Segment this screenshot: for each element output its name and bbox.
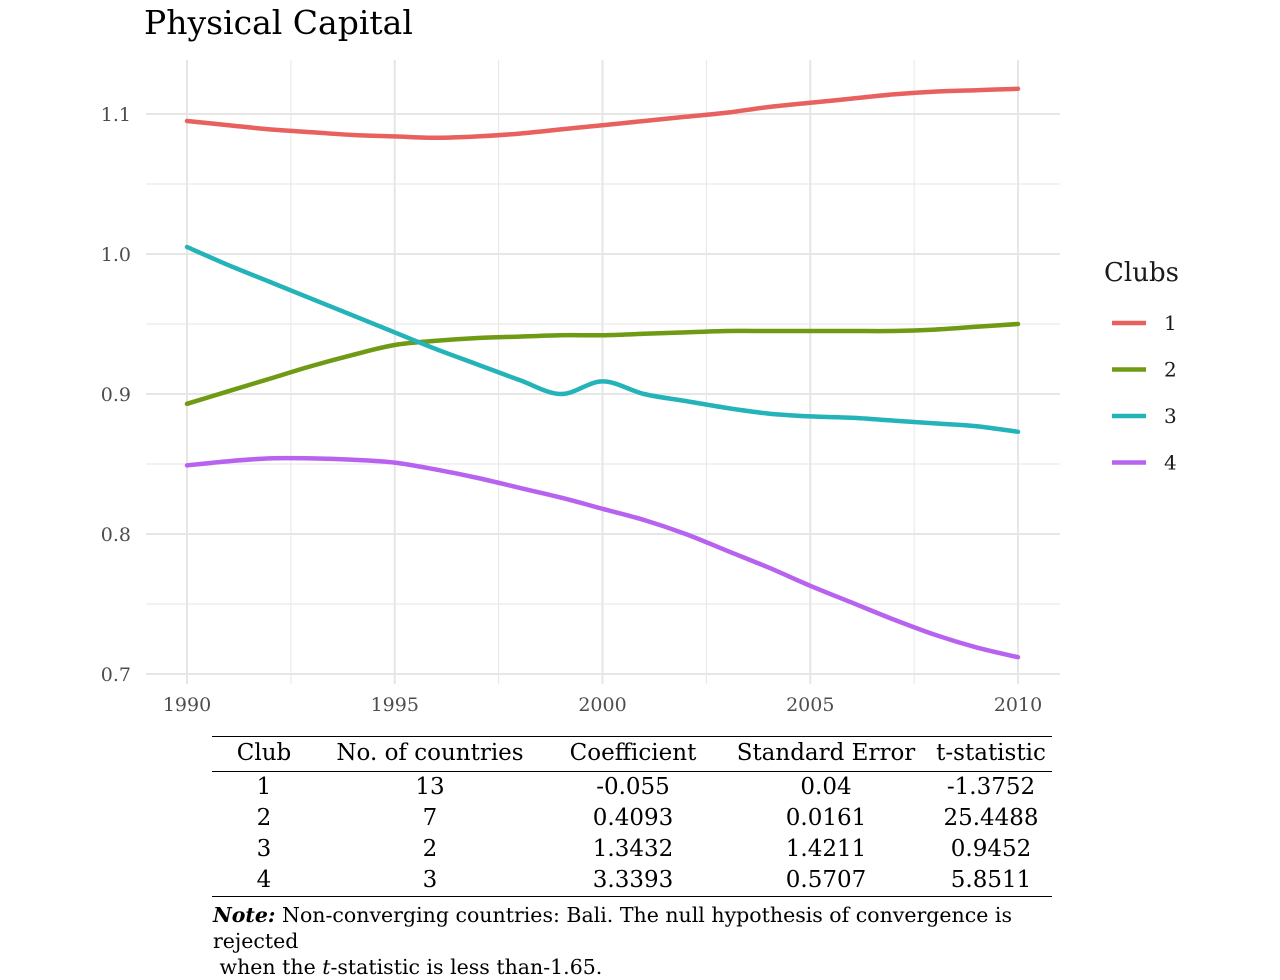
cell-coefficient: 0.4093	[592, 805, 674, 831]
table-row: 2 7 0.4093 0.0161 25.4488	[212, 803, 1052, 834]
col-header-coefficient: Coefficient	[544, 736, 722, 772]
legend-title: Clubs	[1104, 258, 1179, 288]
y-tick-label: 0.7	[101, 664, 131, 686]
y-tick-label: 0.9	[101, 384, 131, 406]
cell-countries: 13	[415, 774, 445, 800]
series-line-club-4	[184, 455, 1021, 660]
series-line-club-2	[184, 321, 1021, 407]
series-line-club-3	[184, 244, 1021, 435]
legend-label-club-1: 1	[1164, 311, 1177, 335]
cell-coefficient: -0.055	[596, 774, 670, 800]
cell-t-statistic: 5.8511	[930, 865, 1052, 897]
cell-t-statistic: 0.9452	[950, 836, 1032, 862]
major-grid	[146, 60, 1060, 684]
legend: Clubs 1 2 3 4	[1104, 258, 1179, 475]
legend-label-club-2: 2	[1164, 358, 1177, 382]
series-line-club-1	[184, 86, 1021, 141]
x-tick-label: 2005	[786, 694, 834, 716]
line-chart: Physical Capital 0.70.80.91.01.1 1990 199…	[101, 3, 1179, 716]
cell-coefficient: 3.3393	[544, 865, 722, 897]
cell-std-error: 0.5707	[722, 865, 930, 897]
cell-t-statistic: -1.3752	[946, 774, 1036, 800]
table-row: 1 13 -0.055 0.04 -1.3752	[212, 772, 1052, 804]
cell-club: 2	[256, 805, 272, 831]
note-label: Note:	[213, 903, 276, 927]
cell-club: 3	[256, 836, 272, 862]
y-tick-label: 0.8	[101, 524, 131, 546]
cell-coefficient: 1.3432	[592, 836, 674, 862]
cell-countries: 7	[422, 805, 438, 831]
cell-countries: 2	[422, 836, 438, 862]
table-row: 4 3 3.3393 0.5707 5.8511	[212, 865, 1052, 897]
col-header-club: Club	[212, 736, 316, 772]
series-lines	[184, 86, 1021, 660]
cell-countries: 3	[316, 865, 544, 897]
y-tick-label: 1.1	[101, 104, 131, 126]
x-tick-label: 2000	[578, 694, 626, 716]
legend-label-club-4: 4	[1164, 451, 1177, 475]
table-header-row: Club No. of countries Coefficient Standa…	[212, 736, 1052, 772]
x-tick-label: 1995	[371, 694, 419, 716]
x-axis-ticks: 1990 1995 2000 2005 2010	[163, 694, 1042, 716]
legend-label-club-3: 3	[1164, 404, 1177, 428]
table-row: 3 2 1.3432 1.4211 0.9452	[212, 834, 1052, 865]
note-text-line1: Non-converging countries: Bali. The null…	[213, 903, 1012, 953]
chart-title: Physical Capital	[144, 3, 413, 42]
col-header-countries: No. of countries	[316, 736, 544, 772]
x-tick-label: 2010	[994, 694, 1042, 716]
note-text-line2: when the	[219, 955, 323, 979]
col-header-t-statistic: t-statistic	[930, 736, 1052, 772]
x-tick-label: 1990	[163, 694, 211, 716]
col-header-std-error: Standard Error	[722, 736, 930, 772]
regression-table: Club No. of countries Coefficient Standa…	[212, 736, 1052, 897]
y-tick-label: 1.0	[101, 244, 131, 266]
cell-t-statistic: 25.4488	[943, 805, 1039, 831]
cell-std-error: 0.0161	[785, 805, 867, 831]
table-note: Note: Non-converging countries: Bali. Th…	[213, 902, 1073, 980]
y-axis-ticks: 0.7 0.8 0.9 1.0 1.1	[101, 104, 131, 686]
cell-std-error: 1.4211	[785, 836, 867, 862]
cell-club: 1	[256, 774, 272, 800]
note-text-line3: -statistic is less than-1.65.	[330, 955, 603, 979]
cell-club: 4	[212, 865, 316, 897]
cell-std-error: 0.04	[800, 774, 852, 800]
